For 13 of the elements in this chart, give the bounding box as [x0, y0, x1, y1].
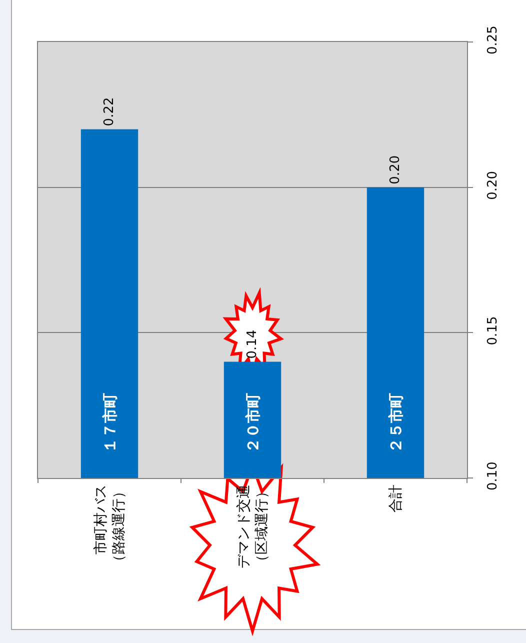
y-tick-label: 0.15: [486, 316, 501, 346]
annotation: １７市町: [101, 393, 119, 453]
y-tick-label: 0.25: [486, 26, 501, 55]
annotation: ２０市町: [244, 393, 262, 453]
data-label: 0.20: [388, 155, 403, 184]
data-label: 0.14: [245, 330, 260, 359]
y-tick-label: 0.10: [486, 462, 501, 491]
data-label: 0.22: [102, 97, 117, 126]
x-tick-label: デマンド交通（区域運行）: [236, 484, 270, 569]
y-tick-label: 0.20: [486, 170, 501, 200]
x-tick-label: 合計: [388, 484, 404, 513]
x-tick-label: 市町村バス（路線運行）: [92, 484, 128, 569]
annotation: ２５市町: [387, 393, 405, 453]
